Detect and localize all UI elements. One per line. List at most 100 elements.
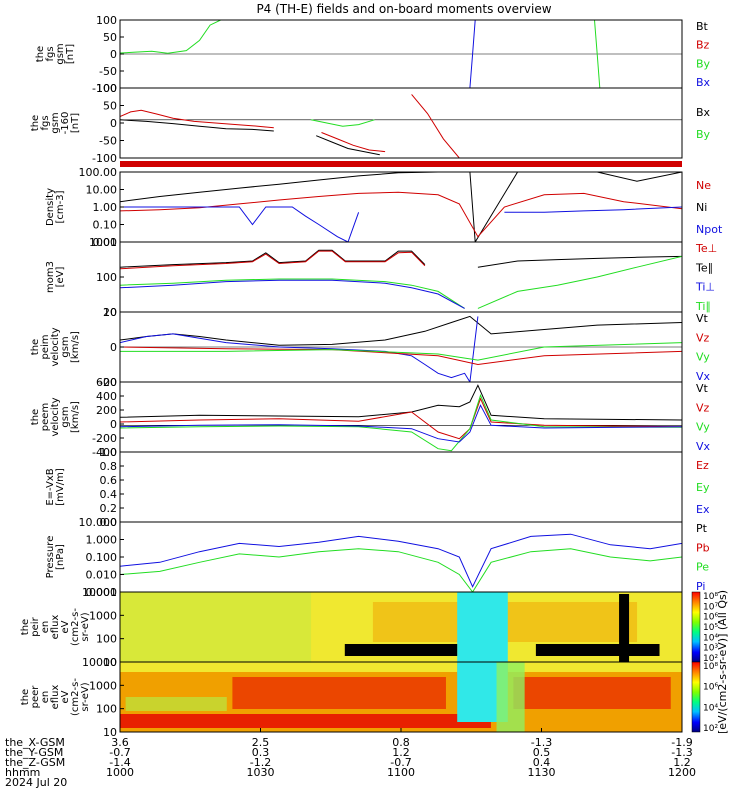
legend-entry: Vt (696, 312, 709, 325)
colorbar-tick: 10⁷ (703, 602, 718, 612)
y-axis-label: Pressure (45, 536, 56, 579)
series-group (120, 20, 682, 88)
y-tick-label: 0.10 (93, 219, 118, 232)
y-axis-label: [nT] (65, 44, 76, 64)
series-line-Vz (120, 397, 682, 440)
y-axis-label: eV (60, 620, 71, 633)
y-axis-label: mom3 (45, 261, 56, 293)
series-line-Npot (504, 206, 682, 213)
y-axis-label: sr-eV) (80, 612, 91, 641)
y-tick-label: 100 (96, 271, 117, 284)
y-tick-label: 0.010 (86, 569, 118, 582)
x-tick-label: -0.7 (109, 746, 130, 759)
y-tick-label: 0.2 (100, 502, 118, 515)
series-group (120, 249, 682, 309)
x-tick-label: 0.5 (533, 746, 551, 759)
y-axis-label: [nT] (70, 113, 81, 133)
y-tick-label: -200 (92, 432, 117, 445)
series-line-Bx (469, 20, 476, 88)
x-tick-label: -1.2 (250, 756, 271, 769)
heatmap-band (507, 662, 682, 672)
y-axis-label: peem (40, 403, 51, 431)
y-tick-label: 0.0 (100, 516, 118, 529)
y-axis-label: [eV] (55, 267, 66, 288)
y-tick-label: 1000 (89, 679, 117, 692)
y-tick-label: 0.001 (86, 586, 118, 599)
colorbar-tick: 10⁵ (703, 623, 718, 633)
x-row-label: the_Z-GSM (5, 756, 65, 769)
y-axis-label: (cm2-s- (70, 608, 81, 646)
legend-entry: Vz (696, 331, 710, 344)
chart-title: P4 (TH-E) fields and on-board moments ov… (256, 2, 551, 16)
series-line-Ti∥ (120, 278, 465, 309)
legend-entry: Ez (696, 459, 709, 472)
series-line-Ti∥ (477, 255, 682, 309)
x-tick-label: 1000 (106, 766, 134, 779)
legend-entry: Pe (696, 561, 709, 574)
colorbar (691, 661, 701, 733)
plot-frame (119, 521, 683, 593)
y-tick-label: 0 (110, 117, 117, 130)
heatmap-band (120, 662, 458, 672)
y-tick-label: 1.000 (86, 534, 118, 547)
series-group (120, 533, 682, 592)
y-tick-label: 100.00 (79, 166, 118, 179)
series-line-By (120, 20, 221, 54)
plot-frame (119, 381, 683, 453)
y-axis-label: gsm (60, 336, 71, 357)
y-axis-label: sr-eV) (80, 682, 91, 711)
x-tick-label: 1200 (668, 766, 696, 779)
y-axis-label: the (30, 409, 41, 425)
y-tick-label: 10.000 (79, 516, 118, 529)
colorbar-tick: 10⁴ (703, 703, 718, 713)
legend-entry: Ex (696, 503, 710, 516)
series-line-Vx (120, 404, 682, 443)
heatmap-band (232, 677, 446, 709)
x-row-label: hhmm (5, 766, 40, 779)
y-axis-label: fgs (40, 115, 51, 130)
series-line-By (310, 119, 375, 127)
y-tick-label: 1.0 (100, 446, 118, 459)
series-line-Bz (411, 94, 460, 158)
series-line-Bz (120, 109, 274, 129)
panel-5: 20 0 -20 the peim velocity gsm [km/s] Vt Vz Vy Vx (30, 306, 711, 389)
y-tick-label: 10000 (82, 656, 117, 669)
series-line-Ti⊥ (120, 279, 465, 309)
y-tick-label: 100 (96, 14, 117, 27)
y-tick-label: 10 (103, 306, 117, 319)
legend-entry: Vy (696, 421, 710, 434)
legend-entry: Bz (696, 39, 710, 52)
y-axis-label: Density (45, 188, 56, 226)
y-axis-label: (cm2-s- (70, 678, 81, 716)
y-axis-label: [cm-3] (55, 190, 66, 223)
series-line-Te∥ (477, 255, 682, 268)
series-group (120, 94, 682, 158)
legend-entry: Ey (696, 481, 710, 494)
y-tick-label: 600 (96, 376, 117, 389)
legend-entry: Bx (696, 76, 711, 89)
heatmap-band (619, 594, 630, 662)
legend-entry: By (696, 57, 711, 70)
series-group (120, 384, 682, 452)
series-group (120, 172, 682, 242)
legend-entry: Bx (696, 106, 711, 119)
y-tick-label: 0 (110, 48, 117, 61)
y-axis-label: eflux (50, 685, 61, 710)
legend-entry: Bt (696, 20, 709, 33)
y-tick-label: -100 (92, 152, 117, 165)
y-axis-label: eflux (50, 615, 61, 640)
series-line-Npot (120, 206, 360, 242)
legend-entry: Ti⊥ (695, 281, 715, 294)
x-tick-label: -1.3 (671, 746, 692, 759)
panel-7: 1.00.80.60.40.20.0 E=-VxB [mV/m] Ez Ey Ex (45, 446, 710, 529)
x-row-label: the_Y-GSM (5, 746, 63, 759)
plot-frame (119, 87, 683, 159)
y-axis-label: [mV/m] (55, 468, 66, 506)
y-tick-label: -400 (92, 446, 117, 459)
y-axis-label: gsm (60, 406, 71, 427)
legend-entry: Te∥ (695, 261, 713, 274)
y-tick-label: 10.00 (86, 184, 118, 197)
x-tick-label: 0.3 (252, 746, 270, 759)
